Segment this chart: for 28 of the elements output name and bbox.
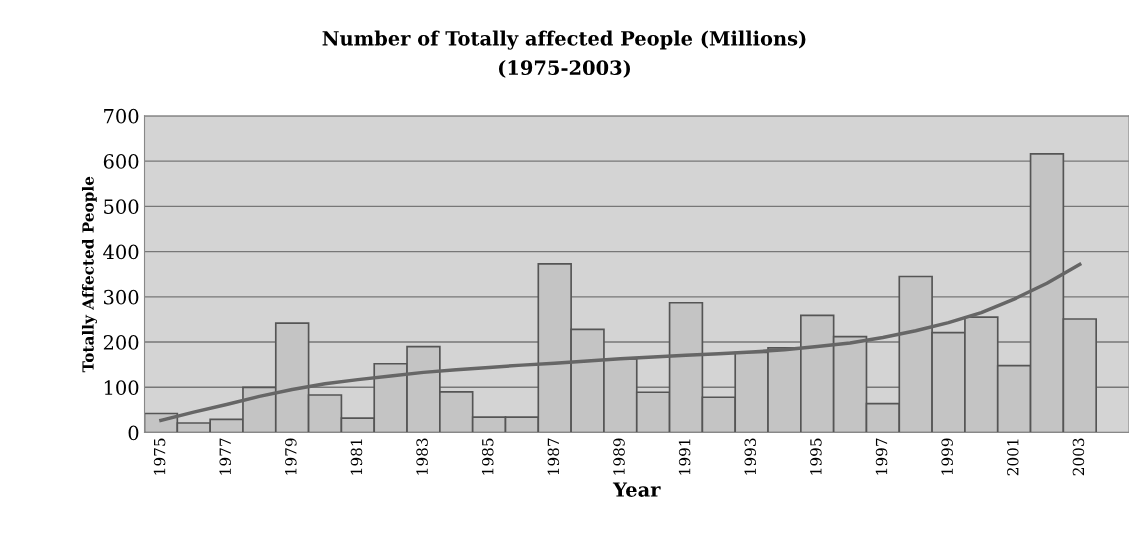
x-tick-label: 1977 [219, 438, 231, 475]
y-tick-label: 700 [104, 108, 139, 124]
y-tick-label: 200 [103, 335, 139, 350]
x-tick-label: 1991 [678, 439, 691, 475]
x-tick-label: 1979 [285, 438, 297, 475]
x-axis-title: Year [612, 482, 661, 497]
x-tick-label: 1995 [810, 438, 822, 475]
y-tick-label: 100 [104, 380, 139, 395]
x-tick-label: 1983 [416, 438, 428, 475]
x-tick-label: 1985 [481, 438, 494, 475]
y-tick-label: 500 [104, 199, 139, 215]
x-tick-label: 1975 [153, 438, 166, 475]
y-tick-label: 0 [128, 425, 139, 441]
y-tick-label: 300 [104, 289, 139, 305]
x-tick-label: 1987 [547, 438, 560, 475]
x-tick-label: 1999 [941, 438, 953, 475]
chart-title: Number of Totally affected People (Millions) [322, 30, 806, 50]
y-tick-label: 400 [103, 244, 139, 260]
x-tick-label: 1981 [350, 439, 363, 475]
x-tick-label: 1989 [613, 438, 625, 475]
line-series [159, 262, 1082, 423]
x-tick-label: 1997 [875, 438, 888, 475]
y-tick-label: 600 [103, 154, 139, 169]
y-axis-title: Totally Affected People [81, 176, 97, 373]
x-tick-label: 2003 [1072, 438, 1085, 476]
x-tick-label: 1993 [744, 438, 757, 475]
x-tick-label: 2001 [1007, 439, 1019, 476]
chart-subtitle: (1975-2003) [498, 59, 630, 78]
